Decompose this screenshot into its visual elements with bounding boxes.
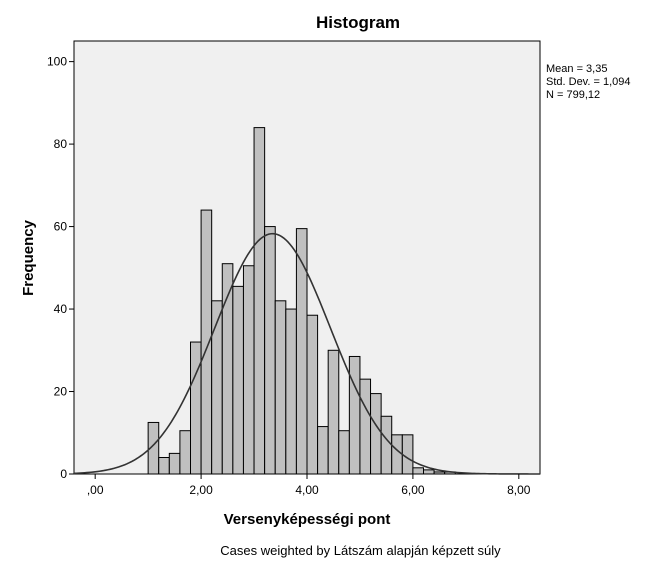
x-tick-label: 4,00	[295, 483, 319, 497]
x-tick-label: 2,00	[189, 483, 213, 497]
mean-label: Mean = 3,35	[546, 63, 608, 75]
histogram-bar	[264, 226, 276, 475]
histogram-bar	[168, 452, 181, 475]
x-axis-label: Versenyképességi pont	[224, 511, 391, 528]
histogram-bar	[253, 127, 266, 475]
y-tick-label: 0	[60, 467, 67, 481]
histogram-bar	[285, 308, 297, 475]
histogram-bar	[380, 415, 393, 475]
histogram-bar	[190, 341, 202, 475]
histogram-bar	[274, 300, 287, 475]
x-axis: ,00 2,00 4,00 6,00 8,00	[87, 474, 531, 497]
histogram-bar	[370, 393, 382, 475]
histogram-bar	[423, 469, 435, 475]
histogram-bar	[295, 228, 308, 475]
histogram-bar	[242, 265, 255, 475]
normal-curve	[73, 232, 540, 475]
y-tick-label: 40	[54, 302, 68, 316]
n-label: N = 799,12	[546, 89, 601, 101]
histogram-bar	[158, 457, 170, 475]
histogram-bar	[359, 378, 372, 475]
y-tick-label: 80	[54, 137, 68, 151]
std-dev-label: Std. Dev. = 1,094	[546, 76, 631, 88]
y-tick-label: 20	[54, 385, 68, 399]
y-tick-label: 100	[47, 55, 67, 69]
x-tick-label: ,00	[87, 483, 104, 497]
histogram-bar	[327, 349, 340, 475]
y-axis: 0 20 40 60 80 100	[47, 55, 74, 481]
chart-title: Histogram	[316, 13, 400, 32]
histogram-bar	[348, 355, 361, 475]
histogram-bar	[412, 467, 425, 475]
y-axis-label: Frequency	[20, 219, 37, 296]
weight-footnote: Cases weighted by Látszám alapján képzet…	[0, 543, 651, 558]
histogram-bar	[306, 314, 319, 475]
histogram-bar	[317, 426, 329, 475]
y-tick-label: 60	[54, 220, 68, 234]
stats-box: Mean = 3,35 Std. Dev. = 1,094 N = 799,12	[546, 63, 631, 102]
histogram-bar	[147, 421, 160, 475]
x-tick-label: 6,00	[401, 483, 425, 497]
histogram-bar	[433, 471, 446, 475]
footnote-text: Cases weighted by Látszám alapján képzet…	[220, 543, 501, 558]
x-tick-label: 8,00	[507, 483, 531, 497]
histogram-bar	[200, 209, 213, 475]
histogram-bar	[401, 434, 414, 475]
bars-layer	[147, 127, 456, 475]
histogram-bar	[179, 430, 192, 475]
histogram-bar	[391, 434, 403, 475]
histogram-bar	[232, 285, 244, 475]
histogram-bar	[338, 430, 350, 475]
histogram-bar	[211, 300, 223, 475]
